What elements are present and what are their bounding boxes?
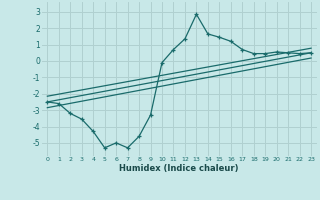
X-axis label: Humidex (Indice chaleur): Humidex (Indice chaleur)	[119, 164, 239, 173]
